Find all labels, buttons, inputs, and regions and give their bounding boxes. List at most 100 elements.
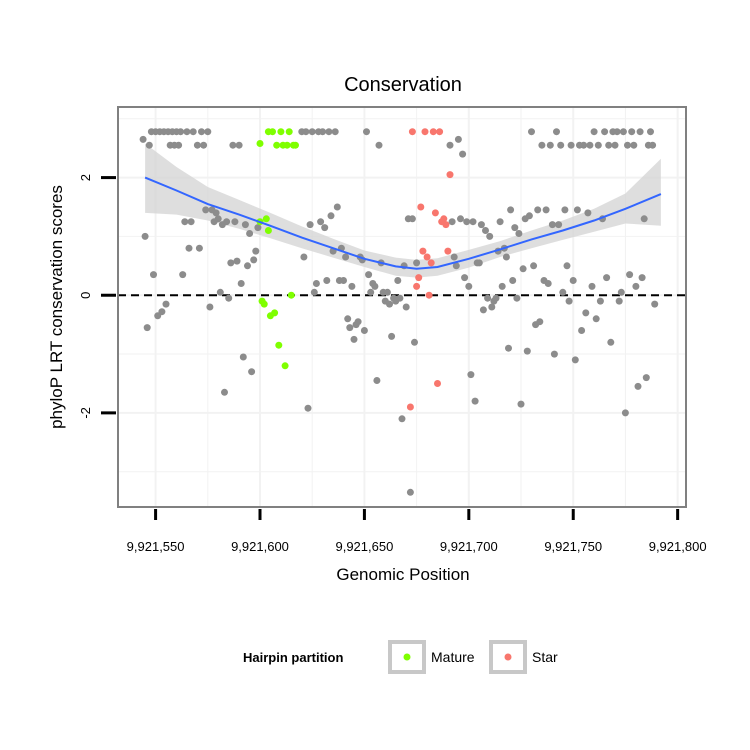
point-other-79 xyxy=(348,282,356,290)
point-star-5 xyxy=(421,128,429,136)
point-other-140 xyxy=(507,206,515,214)
smooth-confidence-band xyxy=(145,143,661,278)
point-other-153 xyxy=(534,206,542,214)
loess-smooth-line xyxy=(144,176,662,270)
point-other-2 xyxy=(143,324,151,332)
point-other-196 xyxy=(624,141,631,149)
x-tick-label-5: 9,921,800 xyxy=(649,539,707,554)
point-other-164 xyxy=(557,141,565,149)
point-other-25 xyxy=(193,141,201,149)
point-other-75 xyxy=(340,277,347,284)
point-mature-15 xyxy=(283,141,291,149)
point-other-116 xyxy=(457,215,464,223)
point-other-11 xyxy=(162,300,170,308)
point-star-9 xyxy=(429,128,437,136)
point-other-193 xyxy=(617,288,625,296)
point-mature-9 xyxy=(271,309,279,317)
point-mature-0 xyxy=(256,140,264,147)
point-other-72 xyxy=(333,203,341,211)
x-tick-label-0: 9,921,550 xyxy=(127,539,185,554)
plot-background xyxy=(118,107,686,507)
point-other-165 xyxy=(559,288,567,296)
point-other-19 xyxy=(179,271,187,279)
point-mature-10 xyxy=(273,141,281,149)
point-other-18 xyxy=(177,128,185,136)
point-other-202 xyxy=(636,128,644,136)
point-other-49 xyxy=(244,262,251,270)
point-other-101 xyxy=(394,277,402,284)
legend-key-star xyxy=(489,640,527,674)
point-other-42 xyxy=(229,141,237,149)
point-mature-19 xyxy=(292,141,299,149)
point-other-163 xyxy=(555,221,563,229)
point-other-198 xyxy=(628,128,636,136)
point-other-103 xyxy=(398,415,406,423)
point-other-113 xyxy=(450,253,458,261)
point-other-187 xyxy=(605,141,613,149)
point-other-209 xyxy=(651,300,659,308)
point-star-10 xyxy=(431,209,439,217)
point-other-66 xyxy=(321,224,329,232)
x-tick-label-2: 9,921,650 xyxy=(335,539,393,554)
series-mature xyxy=(256,128,299,370)
point-other-58 xyxy=(304,404,312,412)
point-other-108 xyxy=(408,215,416,223)
point-other-170 xyxy=(569,277,577,284)
point-other-177 xyxy=(584,209,592,217)
point-star-1 xyxy=(413,282,421,290)
point-other-35 xyxy=(214,215,222,223)
point-other-142 xyxy=(511,224,519,232)
point-other-56 xyxy=(300,253,308,261)
point-other-172 xyxy=(573,206,581,214)
point-other-158 xyxy=(544,280,552,287)
point-other-98 xyxy=(388,332,396,340)
point-other-29 xyxy=(202,206,210,214)
point-other-123 xyxy=(471,397,479,405)
point-star-11 xyxy=(434,380,441,387)
point-other-38 xyxy=(221,388,228,396)
point-other-59 xyxy=(306,221,314,229)
point-other-171 xyxy=(571,356,579,364)
point-other-67 xyxy=(323,277,331,284)
point-other-40 xyxy=(225,294,233,302)
point-other-199 xyxy=(630,141,638,149)
point-other-188 xyxy=(607,338,615,346)
x-tick-label-4: 9,921,750 xyxy=(544,539,602,554)
point-mature-8 xyxy=(269,128,276,136)
point-other-127 xyxy=(479,306,487,314)
point-other-204 xyxy=(640,215,648,223)
point-other-23 xyxy=(187,218,195,226)
point-other-62 xyxy=(312,280,320,287)
point-other-183 xyxy=(596,297,604,305)
data-points xyxy=(139,128,659,496)
point-other-78 xyxy=(346,324,354,332)
x-axis: 9,921,550 9,921,600 9,921,650 9,921,700 9,92… xyxy=(127,509,707,554)
point-other-133 xyxy=(492,294,500,302)
point-star-6 xyxy=(423,253,431,261)
point-other-30 xyxy=(204,128,212,136)
point-mature-16 xyxy=(285,128,293,136)
legend-label-star: Star xyxy=(532,649,558,665)
point-other-39 xyxy=(223,218,231,226)
point-other-205 xyxy=(642,374,650,382)
point-other-57 xyxy=(302,128,310,136)
point-other-157 xyxy=(542,206,550,214)
point-other-77 xyxy=(344,315,352,323)
point-other-129 xyxy=(484,294,492,302)
x-tick-label-3: 9,921,700 xyxy=(440,539,498,554)
point-other-148 xyxy=(523,347,531,355)
point-other-86 xyxy=(363,128,370,136)
point-other-0 xyxy=(139,135,147,143)
point-other-92 xyxy=(375,141,383,149)
point-other-181 xyxy=(592,315,600,323)
point-other-51 xyxy=(248,368,256,376)
point-other-143 xyxy=(513,294,521,302)
point-other-28 xyxy=(200,141,208,149)
point-other-47 xyxy=(239,353,247,361)
point-mature-5 xyxy=(264,227,272,234)
point-other-136 xyxy=(498,282,506,290)
point-other-145 xyxy=(517,400,525,408)
y-axis-title: phyloP LRT conservation scores xyxy=(47,185,66,429)
y-tick-label-1: 0 xyxy=(78,292,93,299)
point-other-126 xyxy=(477,221,485,229)
